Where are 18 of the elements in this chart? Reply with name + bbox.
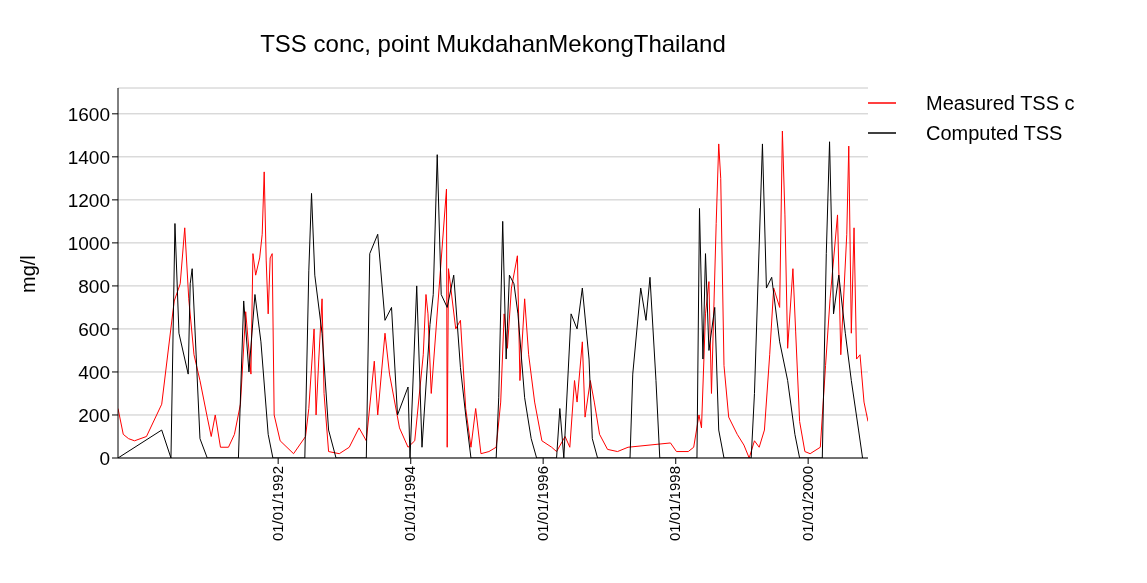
y-tick-label: 0	[99, 447, 110, 469]
y-tick-label: 400	[78, 361, 110, 383]
y-tick-label: 1600	[67, 103, 110, 125]
chart-title: TSS conc, point MukdahanMekongThailand	[259, 30, 727, 58]
legend-label: Computed TSS	[926, 121, 1063, 145]
x-tick-label: 01/01/2000	[798, 466, 816, 542]
y-tick-label: 800	[78, 275, 110, 297]
y-tick-label: 1000	[67, 232, 110, 254]
x-tick-label: 01/01/1992	[268, 466, 286, 542]
x-tick-label: 01/01/1996	[533, 466, 551, 542]
y-tick-label: 200	[78, 404, 110, 426]
x-tick-label: 01/01/1994	[401, 466, 419, 542]
legend-label: Measured TSS c	[926, 91, 1075, 115]
x-tick-label: 01/01/1998	[666, 466, 684, 542]
y-axis-title: mg/l	[17, 255, 40, 293]
y-tick-label: 1200	[67, 189, 110, 211]
y-tick-label: 1400	[67, 146, 110, 168]
y-tick-label: 600	[78, 318, 110, 340]
